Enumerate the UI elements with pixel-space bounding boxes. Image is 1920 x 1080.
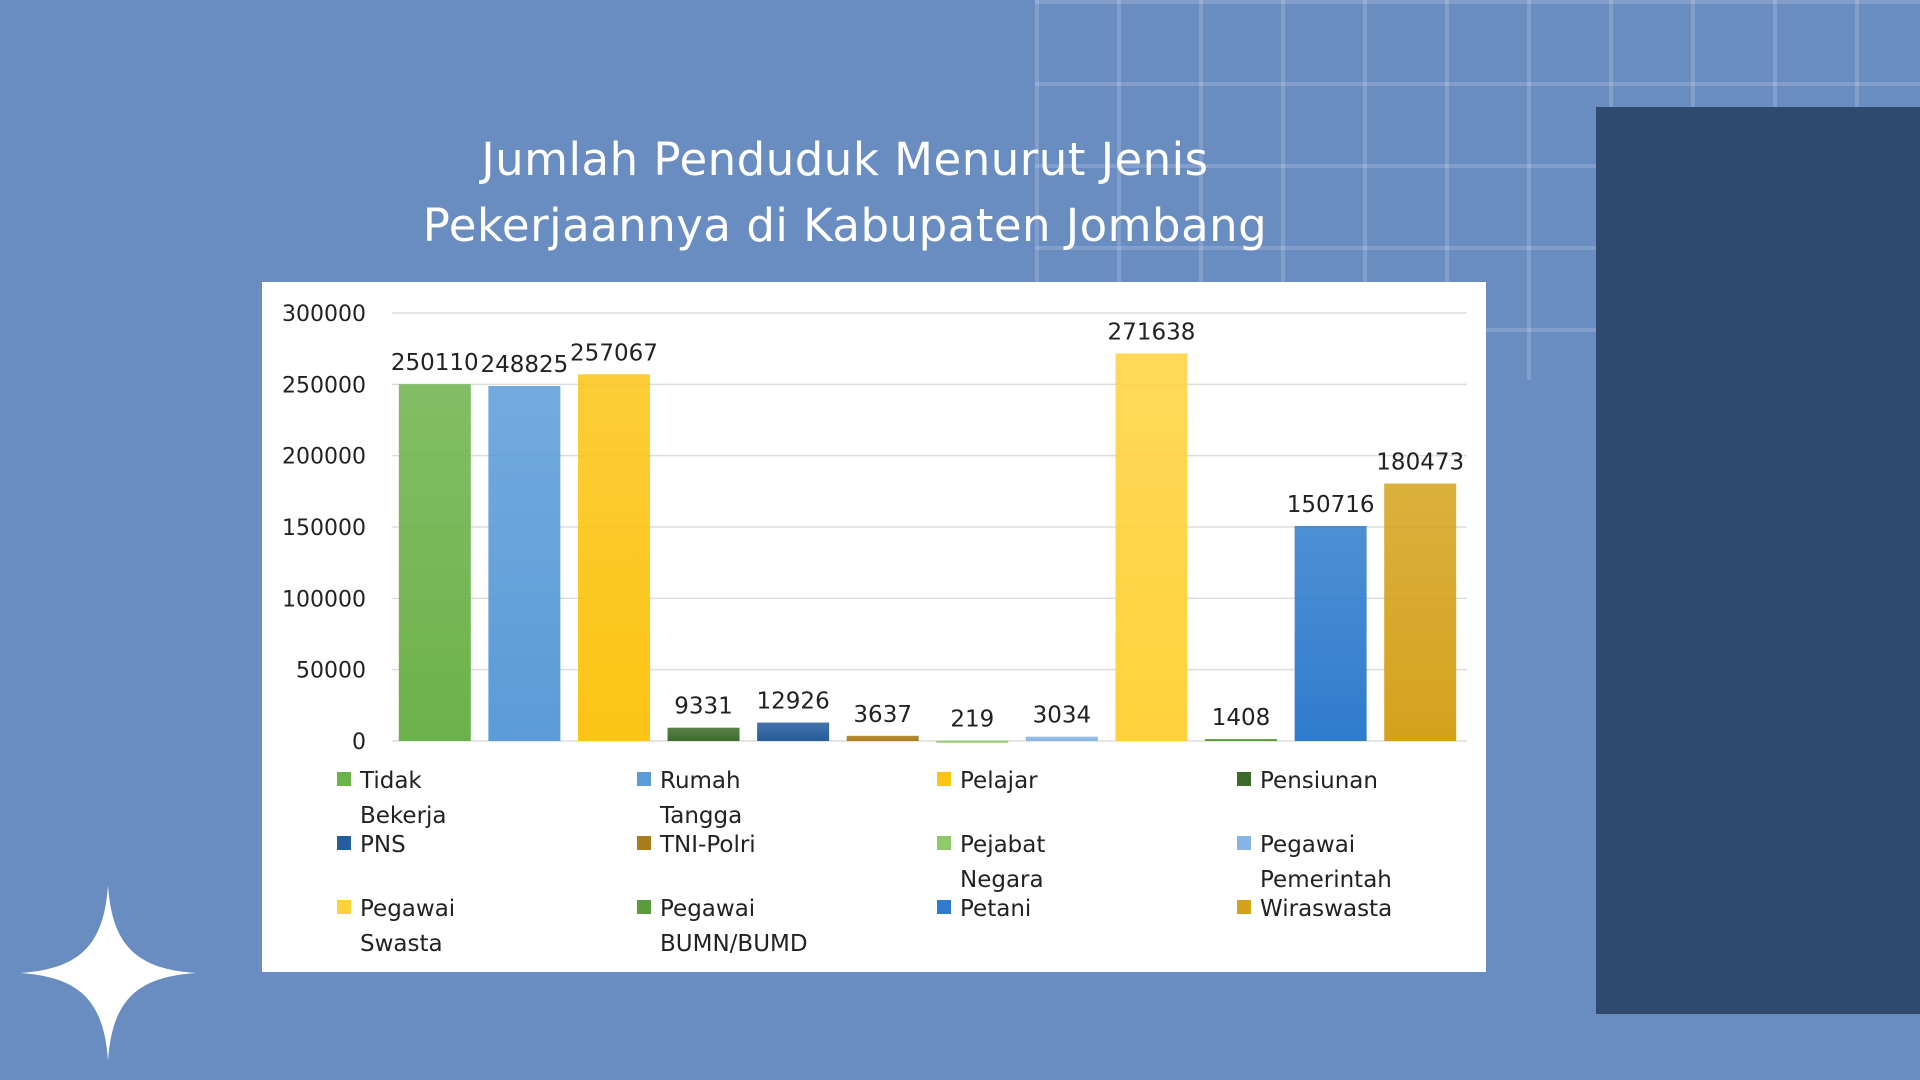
legend-item: TNI-Polri xyxy=(637,828,937,892)
bar-petani xyxy=(1294,525,1367,741)
legend-swatch xyxy=(1237,772,1251,786)
legend-label: TNI-Polri xyxy=(660,832,756,858)
bar-chart: 0 50000 100000 150000 200000 250000 300000 2501… xyxy=(282,302,1467,755)
legend-label: Rumah Tangga xyxy=(660,768,743,829)
bar-pegawai-swasta xyxy=(1115,353,1188,741)
y-tick-label: 150000 xyxy=(282,516,366,541)
data-label: 219 xyxy=(950,707,994,733)
bar-pelajar xyxy=(577,374,650,741)
legend-item: Pejabat Negara xyxy=(937,828,1237,893)
y-tick-label: 300000 xyxy=(282,302,366,327)
legend-label: Pejabat Negara xyxy=(960,832,1046,893)
legend-swatch xyxy=(337,836,351,850)
legend-swatch xyxy=(337,772,351,786)
data-label: 271638 xyxy=(1108,319,1196,345)
y-tick-label: 0 xyxy=(352,730,366,755)
legend-swatch xyxy=(937,900,951,914)
legend-item: Pegawai Pemerintah xyxy=(1237,828,1537,893)
legend-swatch xyxy=(937,836,951,850)
bar-pegawai-bumn-bumd xyxy=(1205,738,1278,741)
legend-label: Petani xyxy=(960,896,1032,922)
bar-rumah-tangga xyxy=(488,386,561,741)
legend-item: Petani xyxy=(937,892,1237,956)
chart-legend: Tidak Bekerja Rumah Tangga Pelajar Pensiuna… xyxy=(337,764,1457,957)
data-label: 12926 xyxy=(757,689,830,715)
bar-tidak-bekerja xyxy=(398,384,471,741)
bar-pns xyxy=(757,722,830,741)
legend-label: Wiraswasta xyxy=(1260,896,1393,922)
title-line-1: Jumlah Penduduk Menurut Jenis xyxy=(481,133,1209,186)
bar-wiraswasta xyxy=(1384,483,1457,741)
data-label: 9331 xyxy=(674,694,733,720)
legend-swatch xyxy=(637,900,651,914)
legend-swatch xyxy=(937,772,951,786)
bar-tni-polri xyxy=(846,735,919,741)
chart-card: 0 50000 100000 150000 200000 250000 300000 2501… xyxy=(262,282,1486,972)
legend-item: PNS xyxy=(337,828,637,892)
legend-label: Pegawai Pemerintah xyxy=(1260,832,1392,893)
page-title: Jumlah Penduduk Menurut Jenis Pekerjaann… xyxy=(270,127,1420,259)
data-label: 150716 xyxy=(1287,492,1375,518)
legend-label: Tidak Bekerja xyxy=(360,768,447,829)
data-label: 3034 xyxy=(1033,703,1092,729)
data-label: 3637 xyxy=(853,702,912,728)
legend-label: Pelajar xyxy=(960,768,1038,794)
bar-pejabat-negara xyxy=(936,740,1009,743)
legend-label: PNS xyxy=(360,832,406,858)
legend-label: Pegawai BUMN/BUMD xyxy=(660,896,808,957)
legend-item: Pelajar xyxy=(937,764,1237,828)
dark-side-panel xyxy=(1596,107,1920,1014)
bar-pensiunan xyxy=(667,727,740,741)
title-line-2: Pekerjaannya di Kabupaten Jombang xyxy=(422,199,1268,252)
legend-item: Tidak Bekerja xyxy=(337,764,637,829)
legend-swatch xyxy=(637,772,651,786)
legend-item: Pegawai BUMN/BUMD xyxy=(637,892,937,957)
legend-swatch xyxy=(1237,836,1251,850)
data-label: 180473 xyxy=(1376,450,1464,476)
y-tick-label: 250000 xyxy=(282,373,366,398)
y-tick-label: 50000 xyxy=(296,659,366,684)
bar-pegawai-pemerintah xyxy=(1025,736,1098,741)
legend-item: Wiraswasta xyxy=(1237,892,1537,956)
legend-item: Rumah Tangga xyxy=(637,764,937,829)
sparkle-icon xyxy=(20,885,196,1061)
data-label: 1408 xyxy=(1212,705,1271,731)
legend-swatch xyxy=(337,900,351,914)
data-label: 250110 xyxy=(391,350,479,376)
data-label: 248825 xyxy=(480,352,568,378)
y-tick-label: 200000 xyxy=(282,445,366,470)
legend-label: Pensiunan xyxy=(1260,768,1378,794)
legend-swatch xyxy=(1237,900,1251,914)
legend-item: Pegawai Swasta xyxy=(337,892,637,957)
legend-item: Pensiunan xyxy=(1237,764,1537,828)
y-tick-label: 100000 xyxy=(282,587,366,612)
legend-label: Pegawai Swasta xyxy=(360,896,456,957)
legend-swatch xyxy=(637,836,651,850)
data-label: 257067 xyxy=(570,340,658,366)
